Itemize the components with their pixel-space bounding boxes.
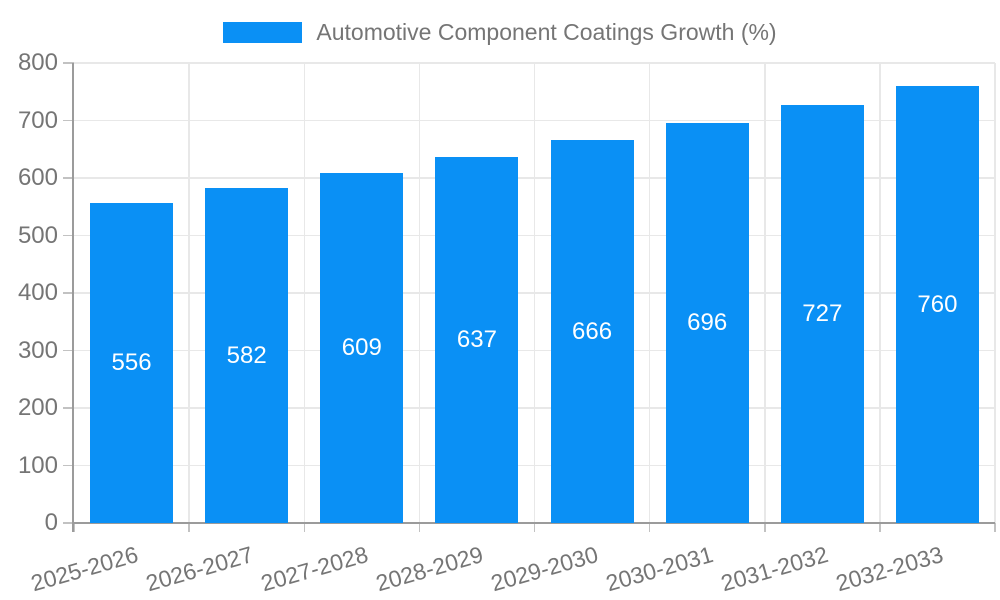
y-tick-mark (63, 177, 74, 179)
bar-value-label: 760 (917, 290, 958, 318)
y-tick-mark (63, 234, 74, 237)
y-tick-label: 600 (17, 164, 58, 191)
y-tick-mark (63, 349, 74, 352)
bar-value-label: 727 (802, 299, 843, 327)
v-gridline (764, 63, 766, 523)
x-tick-label: 2026-2027 (142, 541, 256, 597)
bar-value-label: 609 (341, 333, 382, 361)
x-tick-mark (879, 523, 881, 532)
x-tick-label: 2027-2028 (257, 541, 371, 597)
x-axis-line (72, 522, 995, 524)
bar[interactable] (205, 188, 289, 523)
bar[interactable] (320, 172, 404, 523)
legend-label: Automotive Component Coatings Growth (%) (316, 19, 777, 45)
y-tick-label: 300 (17, 336, 58, 364)
x-tick-mark (303, 523, 305, 532)
x-tick-label: 2030-2031 (603, 541, 717, 597)
x-tick-label: 2029-2030 (488, 541, 601, 597)
bar-value-label: 582 (226, 341, 267, 369)
y-tick-label: 800 (17, 49, 58, 76)
x-tick-mark (418, 523, 421, 532)
x-tick-mark (188, 523, 190, 532)
y-tick-mark (63, 292, 74, 294)
bar[interactable] (780, 104, 864, 523)
v-gridline (994, 63, 996, 523)
y-tick-label: 0 (44, 509, 58, 536)
bar[interactable] (550, 140, 634, 523)
x-tick-mark (764, 523, 766, 532)
x-tick-mark (73, 523, 75, 532)
x-tick-label: 2031-2032 (718, 541, 832, 597)
v-gridline (418, 63, 421, 523)
y-tick-label: 400 (17, 279, 58, 306)
y-axis-line (72, 63, 74, 532)
x-tick-mark (533, 523, 536, 532)
bar-value-label: 696 (687, 308, 728, 336)
x-tick-label: 2032-2033 (833, 541, 947, 597)
y-tick-mark (63, 62, 74, 64)
bar[interactable] (90, 203, 174, 523)
bar-value-label: 637 (456, 325, 497, 353)
v-gridline (879, 63, 881, 523)
x-tick-mark (648, 523, 651, 532)
bar-value-label: 666 (572, 317, 613, 345)
y-tick-mark (63, 407, 74, 409)
bar-value-label: 556 (111, 349, 152, 377)
x-tick-mark (994, 523, 996, 532)
y-tick-label: 700 (17, 106, 58, 134)
y-tick-label: 100 (17, 451, 58, 479)
v-gridline (303, 63, 305, 523)
bar[interactable] (895, 86, 979, 523)
bar[interactable] (665, 122, 749, 523)
x-tick-label: 2025-2026 (27, 541, 141, 597)
legend-item[interactable]: Automotive Component Coatings Growth (%) (223, 19, 777, 45)
y-tick-mark (63, 522, 74, 524)
y-tick-mark (63, 464, 74, 467)
bar[interactable] (435, 156, 519, 523)
x-tick-label: 2028-2029 (372, 541, 486, 597)
y-tick-label: 500 (17, 221, 58, 249)
v-gridline (533, 63, 536, 523)
v-gridline (648, 63, 651, 523)
v-gridline (188, 63, 190, 523)
legend-swatch (223, 21, 303, 43)
y-tick-mark (63, 119, 74, 122)
chart-legend: Automotive Component Coatings Growth (%) (0, 20, 1000, 44)
y-tick-label: 200 (17, 394, 58, 421)
